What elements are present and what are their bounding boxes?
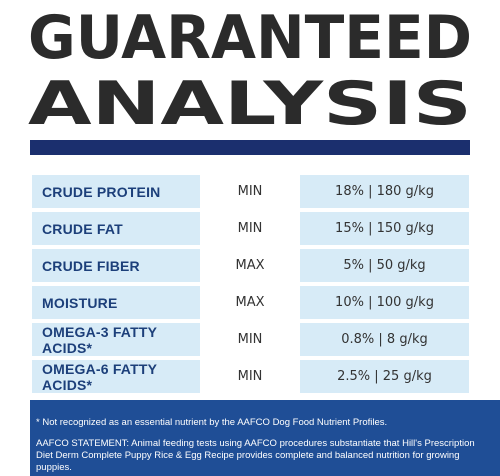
table-row: MOISTURE MAX 10% | 100 g/kg [32,286,469,319]
cell-val: 18% | 180 g/kg [300,175,469,208]
cell-val: 2.5% | 25 g/kg [300,360,469,393]
cell-name: MOISTURE [32,286,200,319]
cell-val: 0.8% | 8 g/kg [300,323,469,356]
title-line-2: ANALYSIS [28,69,472,135]
table-row: CRUDE FIBER MAX 5% | 50 g/kg [32,249,469,282]
footer: * Not recognized as an essential nutrien… [30,400,500,476]
cell-kind: MIN [200,212,300,245]
cell-name: CRUDE FAT [32,212,200,245]
cell-kind: MAX [200,286,300,319]
table-row: CRUDE FAT MIN 15% | 150 g/kg [32,212,469,245]
table-row: OMEGA-6 FATTY ACIDS* MIN 2.5% | 25 g/kg [32,360,469,393]
title-line-1: GUARANTEED [28,3,472,73]
title-area: GUARANTEED ANALYSIS [28,3,472,135]
cell-name: OMEGA-6 FATTY ACIDS* [32,360,200,393]
cell-name: OMEGA-3 FATTY ACIDS* [32,323,200,356]
cell-kind: MIN [200,323,300,356]
cell-kind: MAX [200,249,300,282]
table-row: OMEGA-3 FATTY ACIDS* MIN 0.8% | 8 g/kg [32,323,469,356]
cell-val: 10% | 100 g/kg [300,286,469,319]
cell-val: 15% | 150 g/kg [300,212,469,245]
cell-name: CRUDE FIBER [32,249,200,282]
footnote: * Not recognized as an essential nutrien… [36,417,388,428]
cell-name: CRUDE PROTEIN [32,175,200,208]
aafco-statement: AAFCO STATEMENT: Animal feeding tests us… [36,438,475,473]
cell-kind: MIN [200,360,300,393]
table-row: CRUDE PROTEIN MIN 18% | 180 g/kg [32,175,469,208]
cell-val: 5% | 50 g/kg [300,249,469,282]
analysis-table: CRUDE PROTEIN MIN 18% | 180 g/kg CRUDE FAT M… [32,175,469,397]
divider-bar [30,140,470,155]
cell-kind: MIN [200,175,300,208]
